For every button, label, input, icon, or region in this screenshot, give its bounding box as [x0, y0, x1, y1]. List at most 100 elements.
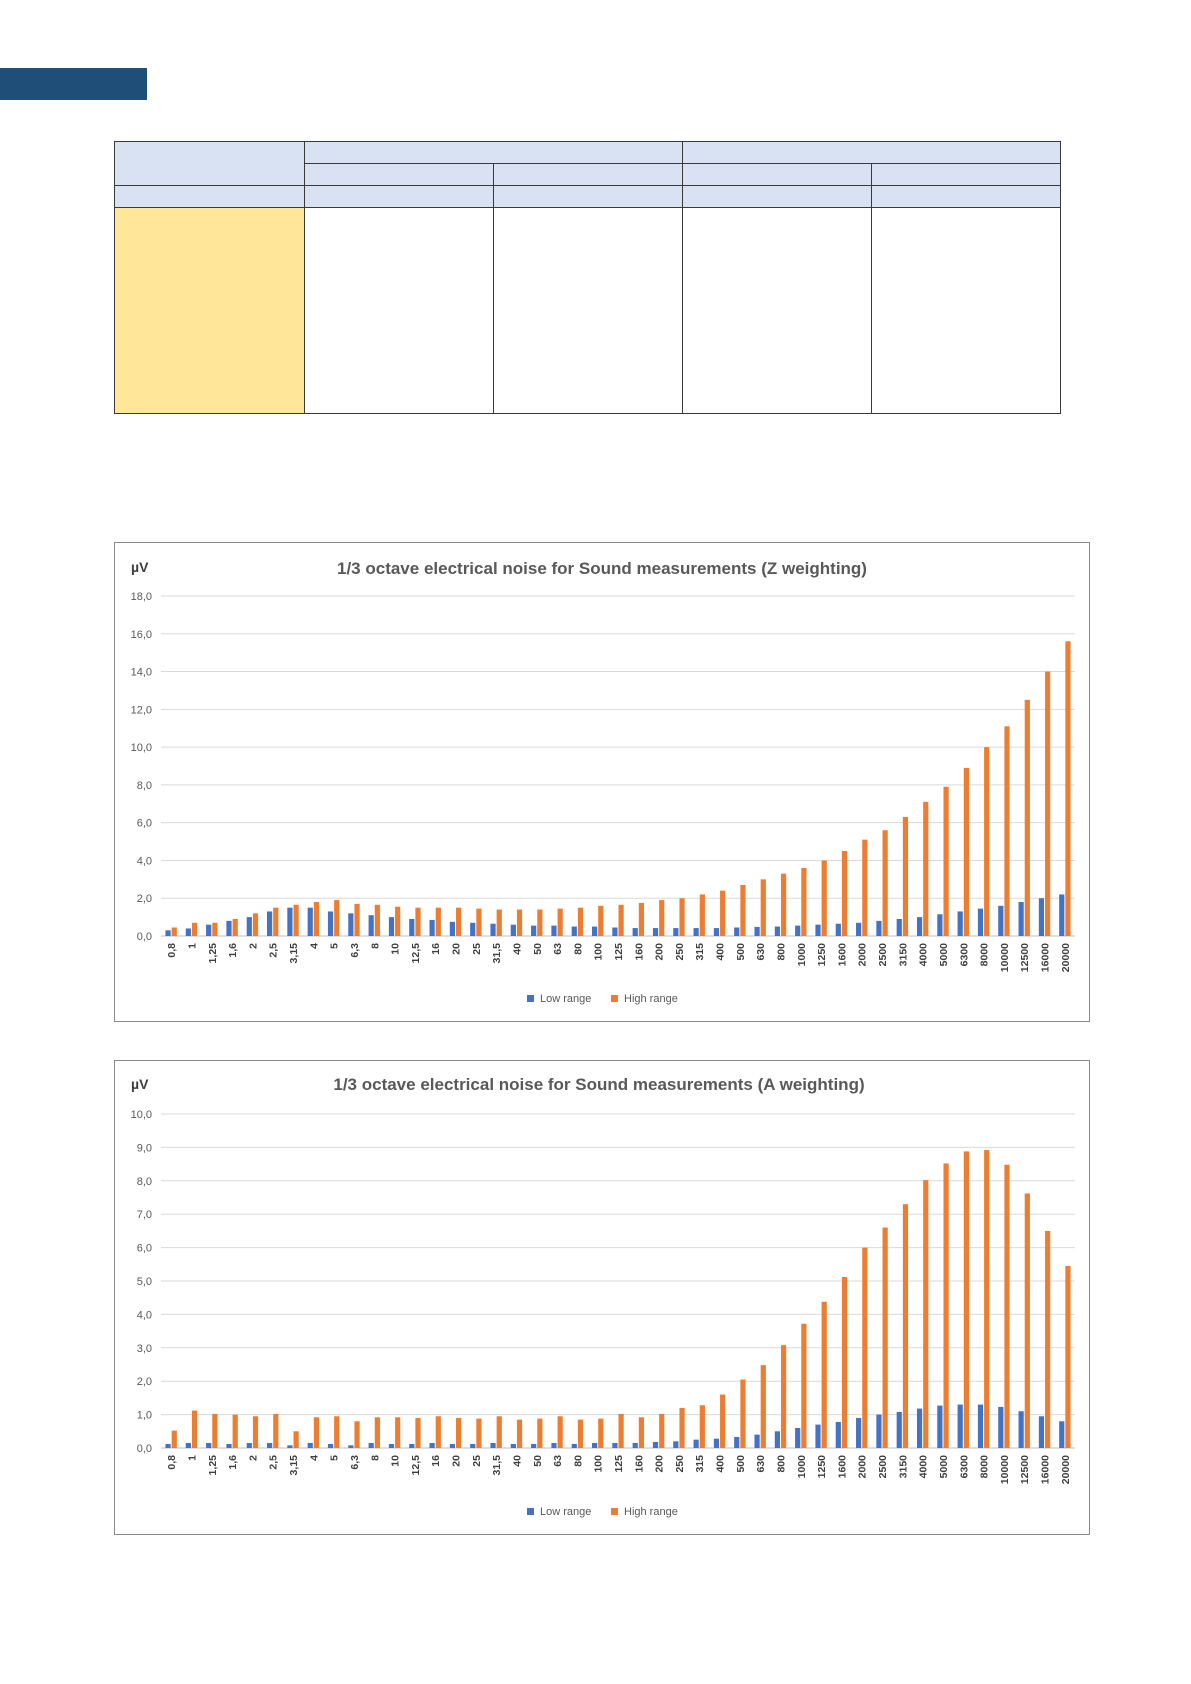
bar-low-range — [449, 921, 456, 936]
x-tick-label: 3150 — [897, 943, 909, 967]
x-tick-label: 12500 — [1019, 943, 1031, 972]
bar-low-range — [246, 917, 252, 936]
x-tick-label: 80 — [572, 943, 584, 955]
y-tick-label: 4,0 — [137, 1309, 152, 1321]
bar-low-range — [835, 923, 841, 936]
bar-high-range — [334, 900, 340, 936]
y-axis-unit-label: µV — [131, 559, 149, 575]
x-tick-label: 16 — [430, 1455, 442, 1467]
x-tick-label: 10 — [390, 943, 402, 955]
bar-low-range — [267, 1442, 273, 1448]
bar-high-range — [496, 909, 502, 936]
x-tick-label: 1,25 — [207, 943, 219, 964]
bar-high-range — [313, 1417, 320, 1448]
x-tick-label: 31,5 — [491, 943, 503, 964]
x-tick-label: 12500 — [1019, 1455, 1031, 1484]
bar-high-range — [1024, 1193, 1030, 1448]
y-tick-label: 0,0 — [137, 931, 152, 943]
bar-low-range — [531, 1443, 537, 1448]
bar-high-range — [456, 1417, 462, 1448]
x-tick-label: 2 — [247, 943, 259, 949]
table-corner-header — [114, 141, 305, 186]
table-unit-cell — [682, 185, 872, 208]
y-tick-label: 9,0 — [137, 1142, 152, 1154]
table-unit-cell — [114, 185, 305, 208]
bar-high-range — [435, 907, 441, 936]
y-tick-label: 14,0 — [131, 667, 152, 679]
bar-low-range — [612, 1442, 618, 1448]
table-group-header-2 — [682, 141, 1061, 164]
bar-low-range — [490, 1442, 496, 1448]
legend-label-low: Low range — [540, 993, 591, 1005]
bar-low-range — [409, 919, 415, 936]
bar-low-range — [368, 915, 374, 936]
bar-high-range — [984, 1150, 990, 1448]
bar-low-range — [815, 924, 821, 936]
x-tick-label: 63 — [552, 1455, 564, 1467]
x-tick-label: 25 — [471, 1455, 483, 1467]
bar-low-range — [1038, 898, 1045, 936]
table-cell — [682, 207, 872, 414]
x-tick-label: 4 — [308, 1455, 320, 1461]
x-tick-label: 6,3 — [349, 943, 361, 958]
bar-high-range — [476, 1418, 482, 1448]
bar-high-range — [598, 1418, 604, 1448]
bar-low-range — [307, 1442, 313, 1448]
specification-table — [114, 141, 1061, 414]
bar-high-range — [334, 1416, 340, 1448]
bar-high-range — [943, 786, 949, 936]
x-tick-label: 500 — [735, 1455, 747, 1473]
bar-high-range — [252, 1416, 259, 1448]
bar-high-range — [943, 1163, 949, 1448]
bar-low-range — [388, 1443, 395, 1448]
bar-high-range — [273, 907, 279, 936]
bar-low-range — [693, 1439, 699, 1448]
bar-high-range — [963, 767, 969, 936]
bar-low-range — [409, 1443, 415, 1448]
y-tick-label: 10,0 — [131, 1109, 152, 1121]
x-tick-label: 800 — [775, 943, 787, 961]
legend-swatch-low — [527, 995, 534, 1002]
x-tick-label: 16000 — [1040, 943, 1052, 972]
bar-high-range — [293, 904, 299, 936]
bar-high-range — [293, 1431, 299, 1448]
bar-low-range — [754, 1434, 760, 1448]
bar-low-range — [998, 1406, 1004, 1448]
bar-high-range — [699, 894, 705, 936]
x-tick-label: 5 — [329, 1455, 341, 1461]
y-tick-label: 3,0 — [137, 1343, 152, 1355]
bar-high-range — [740, 885, 746, 936]
x-tick-label: 250 — [674, 943, 686, 961]
bar-low-range — [1059, 1421, 1065, 1448]
bar-low-range — [815, 1424, 821, 1448]
x-tick-label: 1000 — [796, 943, 808, 967]
x-tick-label: 500 — [735, 943, 747, 961]
bar-high-range — [882, 830, 888, 936]
bar-high-range — [760, 879, 766, 936]
x-tick-label: 1000 — [796, 1455, 808, 1479]
bar-low-range — [774, 926, 780, 936]
table-subheader — [304, 163, 494, 186]
x-tick-label: 200 — [654, 943, 666, 961]
x-tick-label: 1 — [186, 943, 198, 949]
bar-high-range — [1045, 1230, 1051, 1448]
x-tick-label: 100 — [593, 943, 605, 961]
x-tick-label: 40 — [511, 1455, 523, 1467]
x-tick-label: 5000 — [938, 1455, 950, 1479]
bar-low-range — [165, 1443, 171, 1448]
bar-high-range — [618, 904, 624, 936]
bar-high-range — [740, 1379, 746, 1448]
x-tick-label: 2500 — [877, 1455, 889, 1479]
bar-high-range — [780, 873, 787, 936]
y-tick-label: 8,0 — [137, 1176, 152, 1188]
x-tick-label: 12,5 — [410, 1455, 422, 1476]
bar-low-range — [673, 928, 679, 936]
plot-area: 0,0 1,0 2,0 3,0 4,0 5,0 6,0 7,0 8,0 9,0 10,0 0,8 1 1,… — [131, 1109, 1075, 1484]
y-tick-label: 0,0 — [137, 1443, 152, 1455]
x-tick-label: 1,6 — [227, 943, 239, 958]
table-row-label — [114, 207, 305, 414]
x-tick-label: 1250 — [816, 1455, 828, 1479]
y-tick-label: 18,0 — [131, 591, 152, 603]
bar-low-range — [957, 1404, 963, 1448]
bar-low-range — [206, 924, 212, 936]
